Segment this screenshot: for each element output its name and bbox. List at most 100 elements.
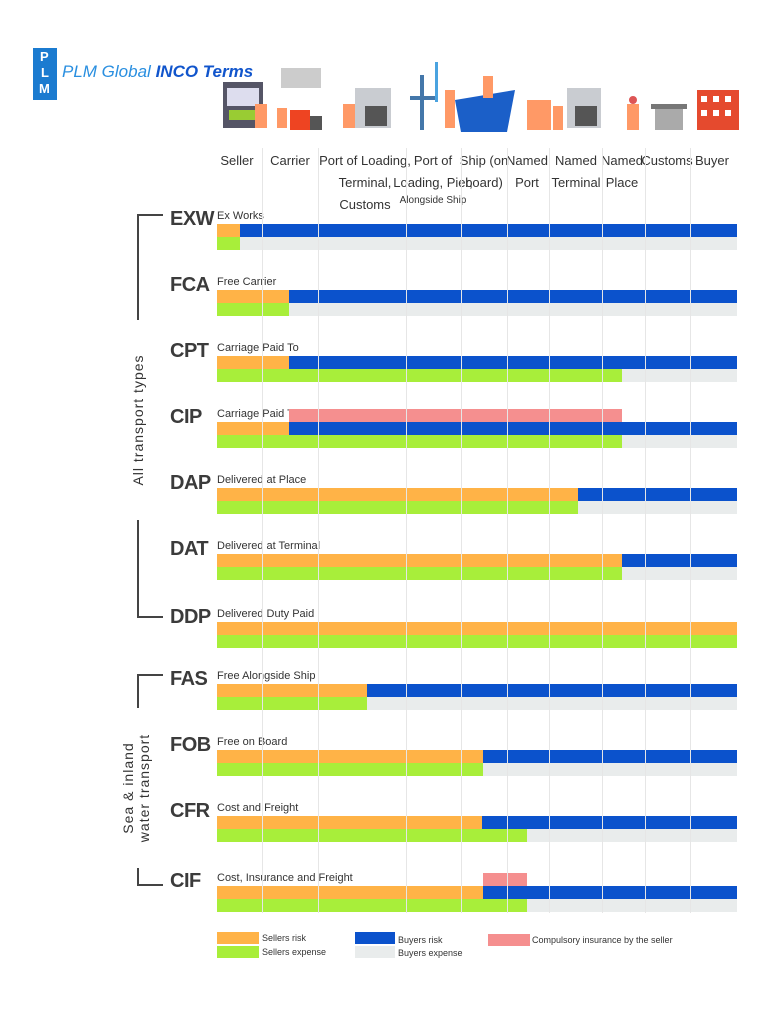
buyers-risk-bar <box>578 488 737 501</box>
incoterm-name: Delivered Duty Paid <box>217 608 315 620</box>
column-gridline <box>406 148 407 913</box>
incoterm-name: Delivered at Terminal <box>217 540 321 552</box>
buyers-expense-bar <box>622 435 737 448</box>
column-header: Customs <box>617 150 717 172</box>
brand-prefix: PLM Global <box>62 62 151 81</box>
bracket-tick <box>137 616 163 618</box>
logo-letter-p: P <box>40 49 49 64</box>
column-header: Ship (on board) <box>434 150 534 194</box>
column-gridline <box>318 148 319 913</box>
column-gridline <box>549 148 550 913</box>
legend-swatch-insurance <box>488 934 530 946</box>
column-gridline <box>645 148 646 913</box>
sellers-expense-bar <box>217 567 622 580</box>
incoterm-code: CFR <box>170 800 210 822</box>
incoterm-name: Free Carrier <box>217 276 277 288</box>
terminal-icon <box>343 88 391 128</box>
column-header-label: Seller <box>220 153 254 168</box>
sellers-risk-bar <box>217 816 482 829</box>
incoterm-code: FAS <box>170 668 208 690</box>
bracket-tick <box>137 674 163 676</box>
sellers-risk-bar <box>217 750 483 763</box>
column-header-label: Customs <box>641 153 693 168</box>
logo-letter-l: L <box>41 65 49 80</box>
buyers-risk-bar <box>367 684 737 697</box>
insurance-bar <box>289 409 622 422</box>
buyers-expense-bar <box>240 237 737 250</box>
column-header: Buyer <box>662 150 762 172</box>
legend-sellers-risk: Sellers risk <box>262 933 307 943</box>
brand-bold: INCO Terms <box>155 62 254 81</box>
column-header: Seller <box>187 150 287 172</box>
column-gridline <box>461 148 462 913</box>
legend-insurance: Compulsory insurance by the seller <box>532 935 673 945</box>
buyers-risk-bar <box>482 816 737 829</box>
incoterm-code: CIP <box>170 406 202 428</box>
sellers-risk-bar <box>217 290 289 303</box>
incoterm-code: EXW <box>170 208 215 230</box>
column-header: Port of Loading, Terminal, Customs <box>315 150 415 216</box>
buyers-risk-bar <box>289 356 737 369</box>
incoterm-code: DAT <box>170 538 209 560</box>
buyers-risk-bar <box>289 290 737 303</box>
incoterm-code: DDP <box>170 606 211 628</box>
incoterm-name: Free Alongside Ship <box>217 670 316 682</box>
sellers-expense-bar <box>217 763 483 776</box>
sellers-risk-bar <box>217 886 483 899</box>
sellers-expense-bar <box>217 635 737 648</box>
column-header-label: Named Port <box>506 153 548 190</box>
incoterm-code: FCA <box>170 274 210 296</box>
port-icon <box>527 100 563 130</box>
customs-booth-icon <box>651 104 687 130</box>
incoterm-name: Carriage Paid To <box>217 408 299 420</box>
logo-letter-m: M <box>39 81 50 96</box>
legend-buyers-risk: Buyers risk <box>398 935 443 945</box>
incoterm-code: FOB <box>170 734 211 756</box>
buyers-risk-bar <box>289 422 737 435</box>
buyers-expense-bar <box>527 899 737 912</box>
sellers-risk-bar <box>217 684 367 697</box>
incoterm-name: Carriage Paid To <box>217 342 299 354</box>
incoterm-name: Delivered at Place <box>217 474 307 486</box>
sellers-expense-bar <box>217 369 622 382</box>
legend-swatch-sellers-risk <box>217 932 259 944</box>
bracket-tick <box>137 214 163 216</box>
column-header-label: Carrier <box>270 153 310 168</box>
named-place-icon <box>627 96 639 130</box>
buyers-expense-bar <box>483 763 737 776</box>
sellers-expense-bar <box>217 501 578 514</box>
column-header: Named Place <box>572 150 672 194</box>
sellers-risk-bar <box>217 224 240 237</box>
column-header: Carrier <box>240 150 340 172</box>
brand-title: PLM Global INCO Terms <box>62 62 253 82</box>
group-label-sea-transport: Sea & inland water transport <box>120 708 156 868</box>
buyers-risk-bar <box>483 750 737 763</box>
column-header-label: Ship (on board) <box>459 153 509 190</box>
incoterm-code: CPT <box>170 340 209 362</box>
column-header-sub: Alongside Ship <box>399 195 467 206</box>
named-terminal-icon <box>567 88 601 128</box>
column-header-label: Buyer <box>695 153 729 168</box>
incoterm-name: Ex Works <box>217 210 264 222</box>
sellers-risk-bar <box>217 554 622 567</box>
legend-sellers-expense: Sellers expense <box>262 947 327 957</box>
buyers-expense-bar <box>578 501 737 514</box>
plm-logo: P L M <box>33 48 57 100</box>
sellers-expense-bar <box>217 829 527 842</box>
column-gridline <box>507 148 508 913</box>
sellers-expense-bar <box>217 899 527 912</box>
column-header: Named Terminal <box>526 150 626 194</box>
buyer-building-icon <box>697 90 739 130</box>
buyers-risk-bar <box>622 554 737 567</box>
legend-swatch-buyers-expense <box>355 946 395 958</box>
column-header: Port of Loading, Pier, Alongside Ship <box>383 150 483 208</box>
carrier-truck-icon <box>277 68 322 130</box>
ship-icon <box>435 62 515 132</box>
incoterm-code: CIF <box>170 870 201 892</box>
incoterm-name: Cost, Insurance and Freight <box>217 872 353 884</box>
buyers-expense-bar <box>527 829 737 842</box>
column-header-label: Port of Loading, Pier, <box>393 153 473 190</box>
buyers-expense-bar <box>622 567 737 580</box>
sellers-expense-bar <box>217 697 367 710</box>
insurance-bar <box>483 873 527 886</box>
